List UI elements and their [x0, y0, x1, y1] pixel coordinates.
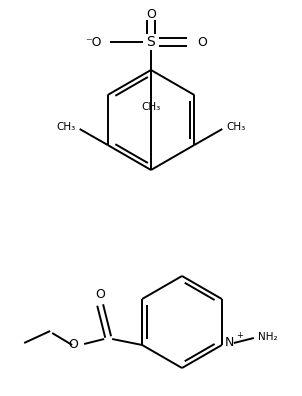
Text: ⁻O: ⁻O — [85, 36, 102, 48]
Text: +: + — [236, 331, 243, 339]
Text: O: O — [197, 36, 207, 48]
Text: O: O — [146, 8, 156, 21]
Text: N: N — [225, 337, 234, 350]
Text: O: O — [95, 288, 105, 301]
Text: O: O — [68, 339, 78, 352]
Text: NH₂: NH₂ — [258, 332, 278, 342]
Text: CH₃: CH₃ — [226, 122, 246, 132]
Text: S: S — [147, 35, 155, 49]
Text: CH₃: CH₃ — [56, 122, 76, 132]
Text: CH₃: CH₃ — [141, 102, 161, 112]
